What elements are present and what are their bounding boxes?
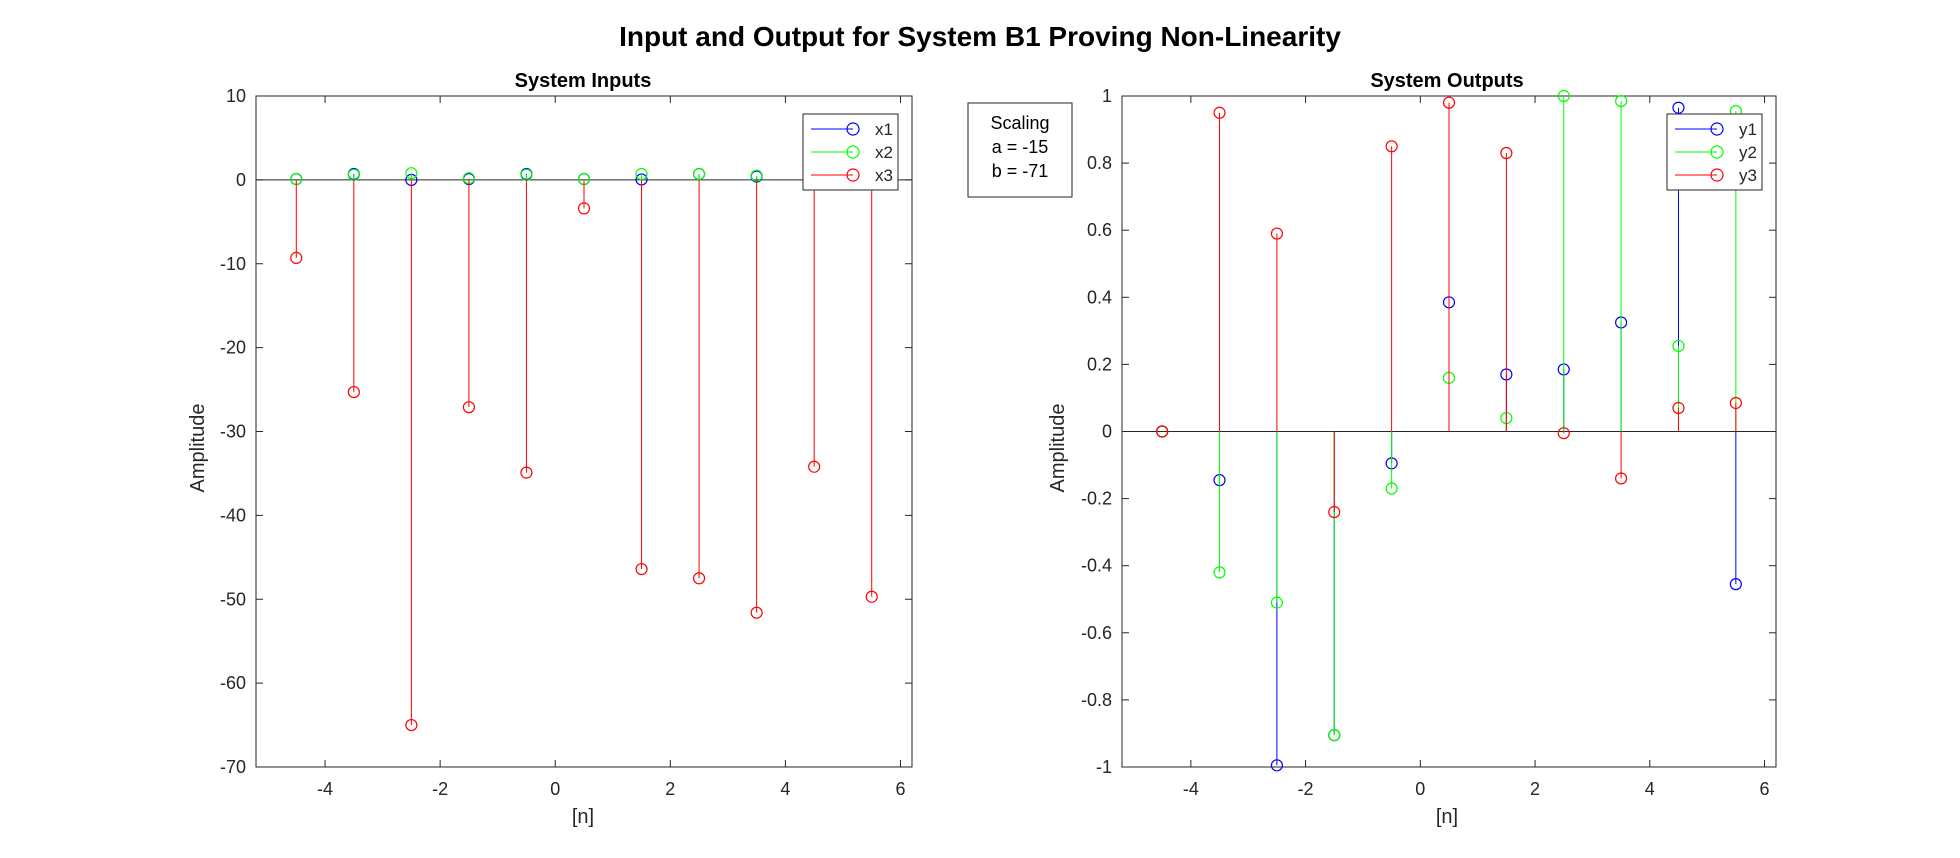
x-tick-label: 4 <box>1645 779 1655 799</box>
stem-marker-x3 <box>692 572 706 585</box>
stem-marker-x3 <box>405 718 418 732</box>
stem-marker-y2 <box>1557 89 1570 103</box>
y-tick-label: 0 <box>1102 422 1112 442</box>
x-tick-label: -2 <box>432 779 448 799</box>
legend-marker-y3 <box>1710 168 1724 182</box>
y-tick-label: 1 <box>1102 86 1112 106</box>
y-tick-label: 0.4 <box>1087 287 1112 307</box>
y-axis-label-outputs: Amplitude <box>1047 404 1069 493</box>
x-tick-label: 0 <box>550 779 560 799</box>
series-y3 <box>1156 96 1742 519</box>
y-tick-label: -0.8 <box>1081 690 1112 710</box>
y-tick-label: -70 <box>220 757 246 777</box>
x-axis-label-outputs: [n] <box>1436 806 1458 828</box>
annotation-line-1: Scaling <box>990 113 1049 133</box>
stem-marker-y2 <box>1270 596 1283 609</box>
stem-marker-y2 <box>1385 482 1398 495</box>
x-tick-label: 2 <box>1530 779 1540 799</box>
legend-label-x3: x3 <box>875 166 893 185</box>
legend-label-x1: x1 <box>875 120 893 139</box>
legend-marker-x1 <box>846 122 860 136</box>
legend-label-y2: y2 <box>1739 143 1757 162</box>
x-tick-label: 6 <box>1760 779 1770 799</box>
stem-marker-y2 <box>1672 339 1685 353</box>
y-tick-label: 10 <box>226 86 246 106</box>
stem-marker-x3 <box>577 202 591 215</box>
axes-title-inputs: System Inputs <box>515 70 652 92</box>
y-tick-label: -40 <box>220 505 246 525</box>
legend-label-y1: y1 <box>1739 120 1757 139</box>
stem-marker-y3 <box>1615 472 1628 485</box>
stem-marker-y3 <box>1385 140 1398 153</box>
stem-marker-y1 <box>1729 578 1742 591</box>
stem-marker-y2 <box>1615 94 1628 108</box>
stem-marker-y3 <box>1672 401 1685 415</box>
stem-marker-x3 <box>750 606 763 619</box>
stem-marker-y2 <box>1328 729 1341 742</box>
stem-marker-y3 <box>1729 396 1742 410</box>
y-tick-label: 0.6 <box>1087 220 1112 240</box>
axes-system-outputs: System Outputs [n] Amplitude -4 -2 0 2 4 6 1 0.… <box>1047 70 1777 828</box>
y-tick-label: -10 <box>220 254 246 274</box>
y-tick-label: -20 <box>220 338 246 358</box>
stem-marker-x3 <box>520 466 533 479</box>
scaling-annotation-box: Scaling a = -15 b = -71 <box>967 102 1073 198</box>
stem-marker-x3 <box>290 251 303 264</box>
stem-marker-y3 <box>1270 227 1283 240</box>
legend-label-x2: x2 <box>875 143 893 162</box>
stem-marker-x3 <box>808 460 821 473</box>
stem-marker-x3 <box>635 562 648 576</box>
legend-marker-x3 <box>846 168 860 182</box>
figure-title: Input and Output for System B1 Proving N… <box>619 21 1341 52</box>
y-tick-label: -30 <box>220 422 246 442</box>
x-tick-label: -4 <box>1183 779 1199 799</box>
y-axis-label-inputs: Amplitude <box>187 404 209 493</box>
stem-marker-y3 <box>1557 427 1570 440</box>
stem-marker-y3 <box>1500 146 1513 160</box>
stem-marker-y3 <box>1328 505 1341 519</box>
stem-marker-y1 <box>1270 759 1283 772</box>
legend-marker-y1 <box>1710 122 1724 136</box>
legend: y1 y2 y3 <box>1666 113 1763 191</box>
x-tick-label: 6 <box>895 779 905 799</box>
y-tick-label: 0.8 <box>1087 153 1112 173</box>
stem-marker-x2 <box>692 167 706 181</box>
x-axis-label-inputs: [n] <box>572 806 594 828</box>
y-tick-label: -0.2 <box>1081 489 1112 509</box>
stem-marker-y1 <box>1672 101 1685 114</box>
annotation-line-2: a = -15 <box>992 137 1049 157</box>
stem-marker-x3 <box>865 590 878 603</box>
annotation-line-3: b = -71 <box>992 161 1049 181</box>
series-x3 <box>290 179 878 732</box>
y-tick-label: -50 <box>220 589 246 609</box>
x-tick-label: 2 <box>665 779 675 799</box>
stem-marker-x3 <box>462 401 476 414</box>
stem-marker-x3 <box>347 385 360 399</box>
stem-marker-y3 <box>1442 96 1456 109</box>
y-tick-label: 0.2 <box>1087 354 1112 374</box>
y-tick-label: -0.4 <box>1081 556 1112 576</box>
y-tick-label: -1 <box>1096 757 1112 777</box>
x-tick-label: 0 <box>1415 779 1425 799</box>
stem-marker-y2 <box>1213 566 1226 579</box>
x-tick-label: -4 <box>317 779 333 799</box>
legend-marker-x2 <box>846 145 860 159</box>
legend-marker-y2 <box>1710 145 1724 159</box>
stem-marker-x2 <box>635 167 648 181</box>
axes-system-inputs: System Inputs [n] Amplitude -4 -2 0 2 4 6100-… <box>187 70 913 828</box>
y-tick-label: -0.6 <box>1081 623 1112 643</box>
x-tick-label: -2 <box>1298 779 1314 799</box>
stem-marker-y3 <box>1213 106 1226 119</box>
y-tick-label: -60 <box>220 673 246 693</box>
x-tick-label: 4 <box>780 779 790 799</box>
annotation-frame <box>967 102 1073 198</box>
axes-title-outputs: System Outputs <box>1370 70 1523 92</box>
legend-label-y3: y3 <box>1739 166 1757 185</box>
stem-marker-y3 <box>1156 425 1169 438</box>
legend: x1 x2 x3 <box>802 113 899 191</box>
y-tick-label: 0 <box>236 170 246 190</box>
stem-marker-x2 <box>405 167 418 180</box>
